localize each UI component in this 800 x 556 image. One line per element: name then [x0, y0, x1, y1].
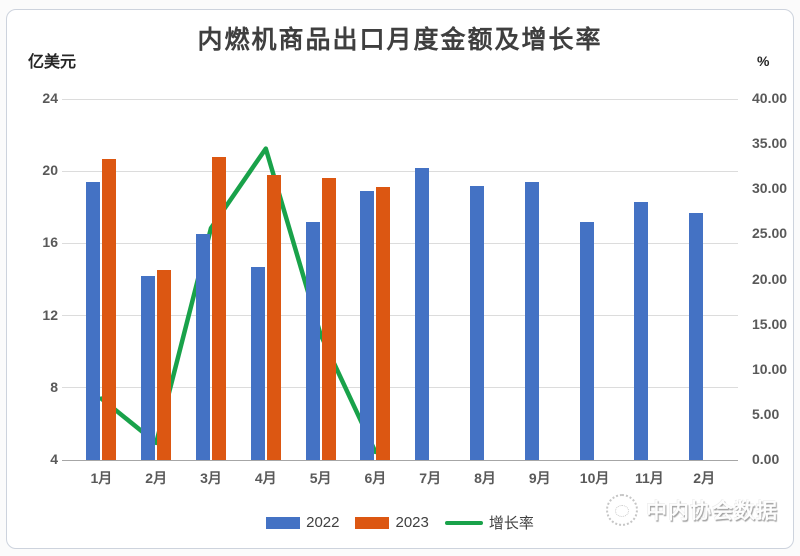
x-axis-label: 1月 — [90, 470, 113, 486]
y-axis-tick-right: 10.00 — [752, 360, 788, 377]
x-axis-label: 3月 — [200, 470, 222, 486]
x-axis-label: 10月 — [579, 470, 610, 486]
x-axis-label: 2月 — [145, 470, 168, 486]
bar-2022-6月 — [360, 191, 375, 460]
bar-2022-2月 — [141, 275, 156, 460]
right-axis-unit-label: % — [757, 53, 770, 69]
gridline — [62, 242, 738, 244]
x-axis-label: 4月 — [254, 470, 277, 486]
y-axis-tick-right: 30.00 — [752, 180, 788, 197]
y-axis-tick-left: 8 — [50, 378, 58, 395]
legend-swatch-2023 — [355, 516, 390, 529]
legend-item-2023: 2023 — [355, 514, 429, 531]
y-axis-tick-left: 20 — [42, 162, 58, 179]
bar-2022-2月 — [689, 212, 704, 460]
y-axis-tick-left: 4 — [50, 451, 58, 467]
gridline — [62, 98, 738, 100]
bar-2022-8月 — [470, 185, 484, 460]
bar-2022-11月 — [634, 201, 649, 460]
legend-item-growth-rate: 增长率 — [444, 512, 534, 533]
bar-2022-10月 — [579, 221, 594, 460]
bar-2022-4月 — [250, 266, 265, 460]
bar-2023-6月 — [376, 187, 391, 460]
bar-2023-4月 — [266, 174, 281, 460]
chart-title: 内燃机商品出口月度金额及增长率 — [197, 26, 603, 54]
x-axis-label: 9月 — [528, 470, 551, 486]
association-logo-icon — [606, 494, 638, 526]
x-axis-label: 11月 — [634, 470, 664, 486]
gridline — [62, 315, 738, 317]
left-axis-unit-label: 亿美元 — [28, 54, 77, 71]
legend-swatch-2022 — [266, 516, 301, 529]
legend-label-2023: 2023 — [395, 514, 429, 531]
plot-area — [62, 98, 738, 461]
y-axis-tick-right: 15.00 — [752, 315, 788, 332]
y-axis-tick-left: 24 — [42, 90, 58, 106]
bar-2022-3月 — [196, 234, 210, 460]
x-axis-label: 7月 — [419, 470, 442, 486]
y-axis-tick-left: 16 — [42, 234, 58, 251]
x-axis-line — [62, 460, 738, 461]
y-axis-tick-right: 40.00 — [752, 90, 788, 106]
x-axis-label: 5月 — [309, 470, 332, 486]
bar-2022-5月 — [305, 221, 320, 460]
legend-label-2022: 2022 — [306, 514, 340, 531]
legend-line-swatch-growth-rate — [444, 520, 483, 525]
y-axis-tick-left: 12 — [42, 306, 58, 323]
bar-2023-1月 — [102, 158, 117, 460]
x-axis-label: 6月 — [364, 470, 387, 486]
gridline — [62, 387, 738, 389]
watermark: 中内协会数据 — [606, 494, 778, 526]
bar-2023-2月 — [157, 270, 172, 460]
bar-2022-1月 — [86, 182, 101, 460]
legend-label-growth-rate: 增长率 — [488, 515, 534, 532]
gridline — [62, 170, 738, 172]
bar-2023-3月 — [212, 156, 226, 460]
chart-legend: 2022 2023 增长率 — [0, 512, 800, 533]
y-axis-tick-right: 25.00 — [752, 225, 788, 242]
legend-item-2022: 2022 — [266, 514, 339, 531]
bar-2022-7月 — [415, 167, 430, 460]
y-axis-tick-right: 20.00 — [752, 270, 788, 287]
watermark-text: 中内协会数据 — [646, 500, 778, 523]
bar-2023-5月 — [321, 178, 336, 460]
y-axis-tick-right: 35.00 — [752, 135, 788, 152]
x-axis-label: 8月 — [474, 470, 496, 486]
y-axis-tick-right: 5.00 — [752, 405, 780, 422]
bar-2022-9月 — [524, 182, 539, 460]
x-axis-label: 2月 — [693, 470, 716, 486]
y-axis-tick-right: 0.00 — [752, 451, 780, 467]
